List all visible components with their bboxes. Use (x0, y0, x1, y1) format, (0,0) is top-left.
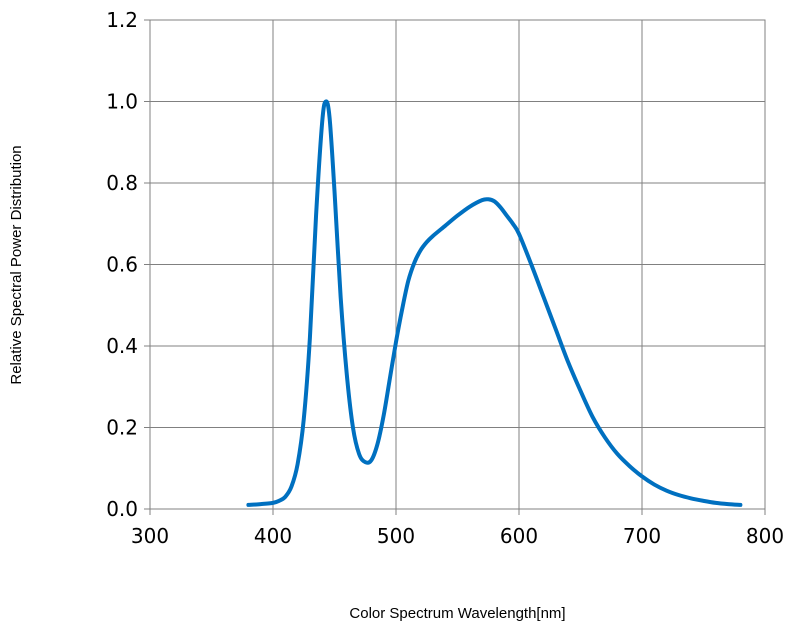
series-layer (246, 99, 743, 507)
y-tick-label: 0.2 (106, 416, 138, 440)
y-tick-label: 1.2 (106, 8, 138, 32)
spectrum-series-line (246, 99, 743, 507)
y-tick-label: 0.8 (106, 171, 138, 195)
x-axis-ticks: 300 400 500 600 700 800 (131, 509, 784, 548)
x-tick-label: 600 (500, 524, 538, 548)
y-tick-label: 0.0 (106, 497, 138, 521)
x-tick-label: 400 (254, 524, 292, 548)
x-tick-label: 700 (623, 524, 661, 548)
x-tick-label: 300 (131, 524, 169, 548)
y-axis-ticks: 0.0 0.2 0.4 0.6 0.8 1.0 1.2 (106, 8, 150, 521)
y-tick-label: 1.0 (106, 90, 138, 114)
x-tick-label: 500 (377, 524, 415, 548)
x-tick-label: 800 (746, 524, 784, 548)
y-tick-label: 0.4 (106, 334, 138, 358)
y-tick-label: 0.6 (106, 253, 138, 277)
y-axis-title: Relative Spectral Power Distribution (8, 145, 25, 384)
x-axis-title: Color Spectrum Wavelength[nm] (349, 605, 565, 622)
grid-lines (150, 20, 765, 509)
